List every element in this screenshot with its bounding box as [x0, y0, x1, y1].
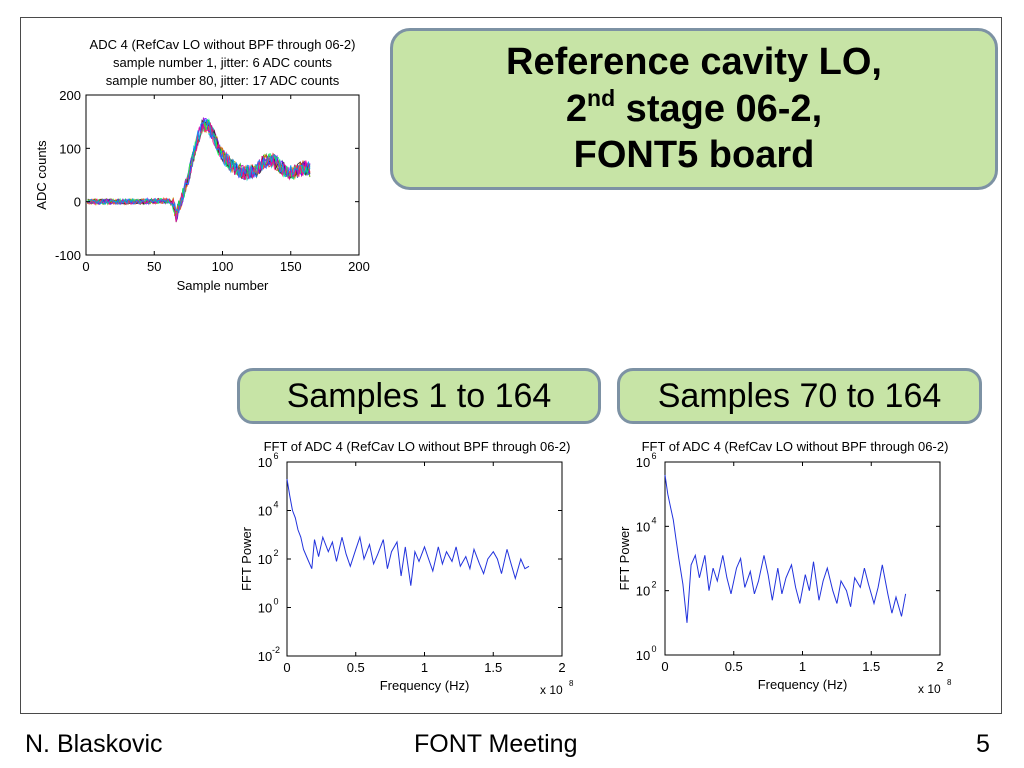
y-tick-label: 10 [258, 601, 272, 616]
x-tick-label: 0 [283, 660, 290, 675]
x-multiplier: x 10 [918, 682, 941, 696]
label-samples-1-164: Samples 1 to 164 [237, 368, 601, 424]
title-line-2-post: stage 06-2, [615, 87, 823, 130]
plot-area [664, 461, 941, 656]
chart-title: FFT of ADC 4 (RefCav LO without BPF thro… [264, 439, 571, 454]
x-tick-label: 0 [661, 659, 668, 674]
title-line-3: FONT5 board [573, 134, 815, 177]
y-tick-exponent: 0 [651, 644, 656, 654]
chart-title: FFT of ADC 4 (RefCav LO without BPF thro… [642, 439, 949, 454]
chart-title-line: ADC 4 (RefCav LO without BPF through 06-… [90, 37, 356, 52]
label-samples-70-164-text: Samples 70 to 164 [657, 376, 942, 415]
fft-chart-samples-1-164: FFT of ADC 4 (RefCav LO without BPF thro… [239, 439, 574, 697]
title-line-1: Reference cavity LO, [506, 41, 882, 84]
chart-title-line: sample number 1, jitter: 6 ADC counts [113, 55, 332, 70]
x-axis-label: Sample number [177, 278, 269, 293]
y-tick-label: 10 [636, 455, 650, 470]
y-tick-label: 0 [74, 195, 81, 210]
x-tick-label: 1 [421, 660, 428, 675]
x-tick-label: 1.5 [484, 660, 502, 675]
fft-series-line [286, 478, 530, 586]
y-tick-label: -100 [55, 248, 81, 263]
y-tick-exponent: 4 [273, 500, 278, 510]
y-tick-label: 10 [636, 648, 650, 663]
x-tick-label: 2 [558, 660, 565, 675]
x-axis-label: Frequency (Hz) [758, 677, 848, 692]
x-axis-label: Frequency (Hz) [380, 678, 470, 693]
y-tick-label: 10 [258, 504, 272, 519]
y-axis-label: FFT Power [617, 526, 632, 591]
y-tick-exponent: 2 [651, 580, 656, 590]
y-axis-label: FFT Power [239, 526, 254, 591]
y-tick-exponent: 6 [651, 451, 656, 461]
x-tick-label: 1.5 [862, 659, 880, 674]
title-line-2: 2nd stage 06-2, [506, 84, 882, 132]
slide-frame [20, 17, 1002, 714]
adc-trace [87, 119, 311, 214]
x-tick-label: 50 [147, 259, 161, 274]
fft-chart-samples-70-164: FFT of ADC 4 (RefCav LO without BPF thro… [617, 439, 952, 696]
x-tick-label: 200 [348, 259, 370, 274]
title-line-2-pre: 2 [565, 87, 588, 130]
label-samples-70-164: Samples 70 to 164 [617, 368, 982, 424]
x-tick-label: 2 [936, 659, 943, 674]
x-tick-label: 150 [280, 259, 302, 274]
y-tick-label: 10 [636, 584, 650, 599]
x-multiplier-exponent: 8 [947, 678, 952, 687]
label-samples-1-164-text: Samples 1 to 164 [286, 376, 552, 415]
y-tick-label: 100 [59, 141, 81, 156]
x-multiplier: x 10 [540, 683, 563, 697]
y-tick-exponent: 2 [273, 548, 278, 558]
x-tick-label: 0.5 [725, 659, 743, 674]
title-line-2-sup: nd [587, 84, 616, 111]
y-tick-exponent: -2 [272, 645, 280, 655]
plot-area [286, 461, 563, 657]
y-tick-label: 10 [258, 552, 272, 567]
chart-title-line: sample number 80, jitter: 17 ADC counts [106, 73, 340, 88]
y-tick-label: 10 [258, 455, 272, 470]
footer-meeting: FONT Meeting [414, 730, 578, 758]
x-tick-label: 100 [212, 259, 234, 274]
fft-series-line [664, 474, 907, 623]
y-tick-exponent: 6 [273, 451, 278, 461]
y-tick-label: 10 [636, 519, 650, 534]
y-tick-label: 200 [59, 88, 81, 103]
x-tick-label: 1 [799, 659, 806, 674]
y-tick-exponent: 0 [273, 597, 278, 607]
y-tick-label: 10 [258, 649, 272, 664]
y-tick-exponent: 4 [651, 515, 656, 525]
plot-area [85, 94, 360, 256]
x-multiplier-exponent: 8 [569, 679, 574, 688]
x-tick-label: 0 [82, 259, 89, 274]
footer-author: N. Blaskovic [25, 730, 163, 758]
adc-trace [87, 122, 311, 223]
x-tick-label: 0.5 [347, 660, 365, 675]
footer-page-number: 5 [976, 730, 990, 758]
adc-traces-chart: ADC 4 (RefCav LO without BPF through 06-… [34, 37, 370, 293]
y-axis-label: ADC counts [34, 140, 49, 210]
slide-title: Reference cavity LO, 2nd stage 06-2, FON… [506, 39, 882, 178]
title-box: Reference cavity LO, 2nd stage 06-2, FON… [390, 28, 998, 190]
